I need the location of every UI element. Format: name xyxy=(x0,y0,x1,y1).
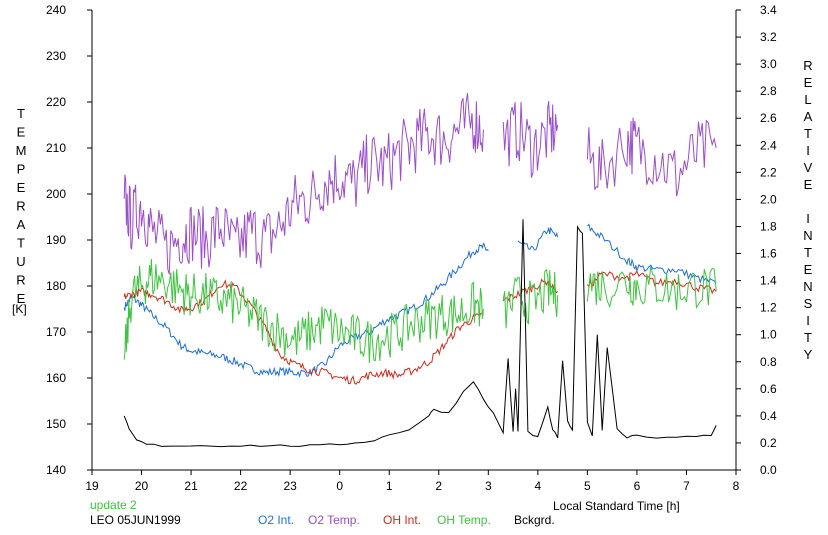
legend-entry: Bckgrd. xyxy=(514,513,555,527)
y-axis-right-title-letter: A xyxy=(804,109,813,124)
annotation-update: update 2 xyxy=(90,498,137,512)
annotation-station: LEO 05JUN1999 xyxy=(90,513,181,527)
y-axis-left-title-letter: R xyxy=(16,273,25,288)
series-line-o2-temp xyxy=(123,93,484,275)
y-axis-left-title-letter: P xyxy=(17,162,26,177)
y-axis-left-title-letter: E xyxy=(17,180,26,195)
y-right-tick-label: 3.2 xyxy=(760,30,777,44)
x-axis-title: Local Standard Time [h] xyxy=(553,499,680,513)
y-right-tick-label: 0.0 xyxy=(760,463,777,477)
x-tick-label: 22 xyxy=(234,479,248,493)
y-left-tick-label: 210 xyxy=(46,141,66,155)
y-axis-right-title-letter: R xyxy=(803,58,812,73)
y-right-tick-label: 1.2 xyxy=(760,301,777,315)
series-line-oh-temp xyxy=(123,258,484,364)
y-left-tick-label: 140 xyxy=(46,463,66,477)
series-line-oh-temp xyxy=(502,268,559,329)
y-axis-right-title-letter: L xyxy=(804,92,811,107)
y-axis-left-title-letter: U xyxy=(16,254,25,269)
y-axis-right-title-letter: N xyxy=(803,228,812,243)
y-axis-right-title-letter: E xyxy=(804,177,813,192)
y-left-tick-label: 240 xyxy=(46,3,66,17)
legend-entry: O2 Temp. xyxy=(308,513,360,527)
y-right-tick-label: 2.8 xyxy=(760,84,777,98)
x-tick-label: 6 xyxy=(634,479,641,493)
y-right-tick-label: 2.2 xyxy=(760,165,777,179)
y-axis-right-title-letter: T xyxy=(804,245,812,260)
y-right-tick-label: 1.4 xyxy=(760,274,777,288)
y-axis-right-title-letter: I xyxy=(806,211,810,226)
x-tick-label: 5 xyxy=(584,479,591,493)
y-left-tick-label: 200 xyxy=(46,187,66,201)
x-tick-label: 0 xyxy=(336,479,343,493)
x-tick-label: 8 xyxy=(733,479,740,493)
y-axis-left-title-letter: R xyxy=(16,199,25,214)
series-line-oh-temp xyxy=(586,266,717,310)
y-right-tick-label: 3.0 xyxy=(760,57,777,71)
y-axis-right-title-letter: E xyxy=(804,75,813,90)
x-tick-label: 21 xyxy=(184,479,198,493)
legend-entry: OH Temp. xyxy=(437,513,491,527)
y-right-tick-label: 2.6 xyxy=(760,111,777,125)
y-axis-right-title-letter: T xyxy=(804,126,812,141)
y-left-tick-label: 220 xyxy=(46,95,66,109)
y-right-tick-label: 0.2 xyxy=(760,436,777,450)
series-line-o2-temp xyxy=(502,101,559,178)
x-tick-label: 19 xyxy=(85,479,99,493)
y-axis-right-title-letter: S xyxy=(804,296,813,311)
y-axis-left-title-letter: E xyxy=(17,125,26,140)
labels-layer: 19 20 21 22 23 0 1 2 3 4 5 6 7 8140150160170180190200… xyxy=(16,3,813,527)
y-left-tick-label: 180 xyxy=(46,279,66,293)
y-axis-left-title-letter: T xyxy=(17,236,25,251)
series-line-oh-int xyxy=(586,270,717,295)
y-left-tick-label: 150 xyxy=(46,417,66,431)
x-tick-label: 4 xyxy=(535,479,542,493)
legend-entry: OH Int. xyxy=(383,513,421,527)
x-tick-label: 3 xyxy=(485,479,492,493)
x-tick-label: 2 xyxy=(435,479,442,493)
axes-layer xyxy=(87,9,741,475)
y-right-tick-label: 0.4 xyxy=(760,409,777,423)
y-axis-left-title-letter: M xyxy=(16,143,27,158)
series-line-o2-temp xyxy=(586,117,717,197)
y-axis-right-title-letter: T xyxy=(804,330,812,345)
x-tick-label: 20 xyxy=(135,479,149,493)
y-axis-left-unit: [K] xyxy=(12,302,27,316)
series-line-bckgrd xyxy=(123,219,717,448)
y-right-tick-label: 1.0 xyxy=(760,328,777,342)
y-axis-right-title-letter: I xyxy=(806,143,810,158)
y-right-tick-label: 3.4 xyxy=(760,3,777,17)
y-right-tick-label: 1.6 xyxy=(760,247,777,261)
y-right-tick-label: 1.8 xyxy=(760,219,777,233)
y-axis-left-title-letter: A xyxy=(17,217,26,232)
series-layer xyxy=(123,93,717,448)
y-left-tick-label: 170 xyxy=(46,325,66,339)
y-left-tick-label: 190 xyxy=(46,233,66,247)
y-axis-left-title-letter: E xyxy=(17,291,26,306)
y-left-tick-label: 230 xyxy=(46,49,66,63)
x-tick-label: 1 xyxy=(386,479,393,493)
y-axis-right-title-letter: N xyxy=(803,279,812,294)
y-axis-right-title-letter: Y xyxy=(804,347,813,362)
y-left-tick-label: 160 xyxy=(46,371,66,385)
y-axis-right-title-letter: V xyxy=(804,160,813,175)
y-right-tick-label: 2.0 xyxy=(760,192,777,206)
series-line-o2-int xyxy=(123,242,489,378)
y-right-tick-label: 0.8 xyxy=(760,355,777,369)
series-line-oh-int xyxy=(123,279,484,385)
x-tick-label: 23 xyxy=(283,479,297,493)
y-axis-right-title-letter: E xyxy=(804,262,813,277)
y-right-tick-label: 2.4 xyxy=(760,138,777,152)
y-right-tick-label: 0.6 xyxy=(760,382,777,396)
y-axis-right-title-letter: I xyxy=(806,313,810,328)
series-line-o2-int xyxy=(587,223,717,284)
series-line-o2-int xyxy=(517,226,559,251)
y-axis-left-title-letter: T xyxy=(17,106,25,121)
x-tick-label: 7 xyxy=(683,479,690,493)
legend-entry: O2 Int. xyxy=(258,513,294,527)
